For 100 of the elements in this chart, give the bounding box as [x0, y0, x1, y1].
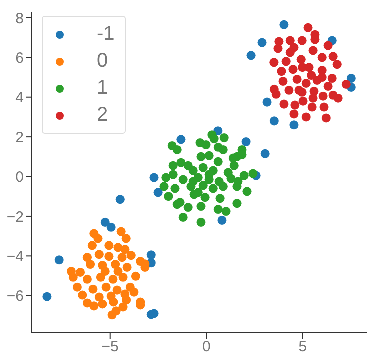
point: [86, 260, 96, 270]
point: [120, 245, 130, 254]
point: [94, 292, 104, 302]
point: [342, 80, 351, 89]
point: [324, 41, 333, 50]
point: [82, 253, 92, 262]
point: [218, 182, 228, 192]
point: [332, 60, 342, 70]
point: [122, 262, 132, 272]
point: [248, 169, 258, 178]
point: [204, 151, 214, 160]
point: [214, 157, 223, 166]
point: [112, 306, 121, 316]
point: [240, 171, 249, 180]
point: [294, 86, 304, 95]
point: [318, 92, 328, 101]
point: [94, 234, 103, 244]
point: [42, 292, 52, 302]
point: [302, 112, 311, 122]
point: [126, 251, 136, 260]
point: [168, 161, 178, 170]
point: [308, 102, 317, 112]
point: [82, 274, 92, 284]
y-tick-label: −6: [6, 288, 24, 306]
point: [104, 252, 114, 262]
legend-label: 2: [97, 104, 108, 127]
point: [116, 195, 125, 204]
point: [302, 78, 311, 88]
point: [118, 253, 127, 262]
point: [320, 102, 329, 112]
point: [220, 134, 229, 143]
point: [286, 36, 295, 46]
point: [280, 20, 289, 30]
point: [292, 74, 302, 84]
point: [222, 207, 231, 216]
point: [188, 177, 198, 186]
point: [178, 175, 188, 184]
x-tick-label: 5: [298, 338, 308, 356]
point: [76, 268, 86, 277]
point: [90, 302, 99, 311]
point: [94, 250, 104, 260]
point: [178, 212, 188, 222]
point: [270, 116, 279, 126]
point: [308, 46, 318, 56]
y-tick-label: −2: [6, 208, 24, 226]
point: [284, 86, 294, 95]
y-tick-label: 6: [16, 50, 24, 67]
point: [100, 266, 110, 276]
point: [304, 23, 313, 32]
point: [131, 272, 140, 281]
point: [68, 272, 78, 282]
point: [188, 166, 198, 176]
point: [78, 290, 88, 300]
point: [290, 110, 299, 119]
y-tick-label: 8: [16, 10, 24, 28]
x-tick-label: 0: [202, 338, 211, 356]
point: [106, 222, 116, 232]
point: [130, 288, 139, 297]
point: [111, 260, 120, 270]
point: [202, 140, 211, 150]
point: [298, 96, 308, 106]
point: [346, 74, 356, 84]
point: [198, 181, 208, 190]
point: [72, 282, 82, 292]
point: [196, 218, 206, 227]
point: [307, 71, 316, 80]
point: [288, 65, 298, 74]
point: [298, 36, 307, 46]
point: [114, 266, 123, 276]
point: [218, 145, 228, 154]
point: [214, 205, 223, 214]
point: [170, 184, 180, 194]
point: [176, 158, 186, 168]
point: [258, 38, 267, 48]
point: [150, 173, 159, 182]
y-tick-label: 0: [16, 169, 24, 186]
point: [277, 67, 286, 76]
y-tick-label: 2: [16, 129, 24, 146]
legend-label: -1: [97, 23, 115, 46]
point: [82, 298, 92, 308]
point: [196, 152, 206, 162]
y-tick-label: −4: [6, 248, 24, 266]
point: [328, 74, 337, 84]
point: [242, 187, 252, 196]
point: [322, 114, 331, 123]
point: [122, 234, 131, 244]
point: [118, 302, 128, 312]
point: [324, 82, 333, 91]
point: [218, 216, 227, 225]
point: [200, 193, 210, 202]
point: [88, 284, 98, 294]
point: [318, 53, 327, 62]
point: [122, 296, 132, 305]
point: [282, 57, 291, 66]
point: [154, 188, 163, 198]
point: [198, 163, 208, 172]
point: [176, 135, 186, 144]
point: [116, 227, 126, 236]
point: [216, 194, 225, 204]
point: [88, 241, 97, 250]
